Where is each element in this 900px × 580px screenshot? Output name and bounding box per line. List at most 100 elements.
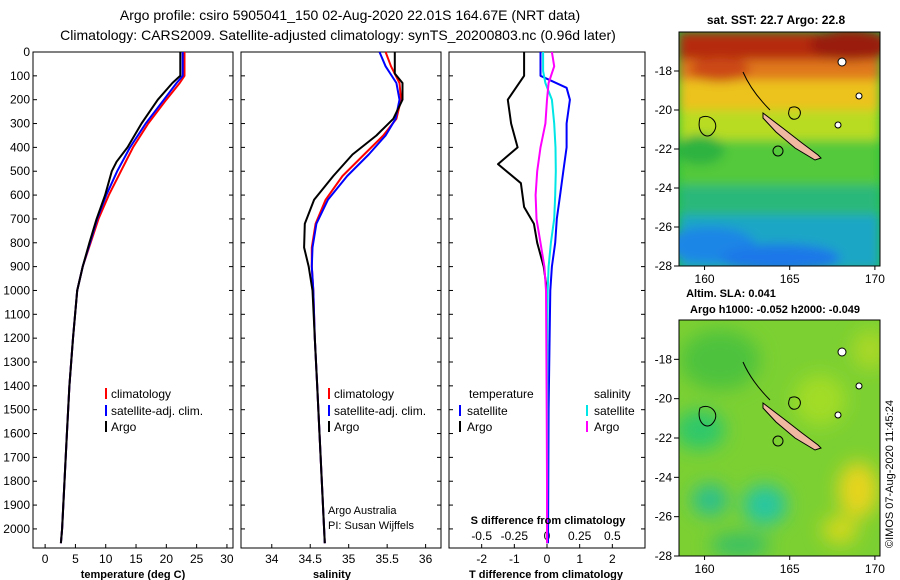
depth-tick-label: 1500 [3,403,30,417]
x-tick-label: 25 [190,552,204,566]
x-tick-label: 10 [99,552,113,566]
x-tick-label: 0 [42,552,49,566]
lat-tick-label: -26 [655,220,673,234]
lon-tick-label: 165 [780,272,800,286]
sst-map [679,32,880,266]
legend-label-climatology: climatology [334,387,394,401]
sst-map-axes: -18 -20 -22 -24 -26 -28 160 165 170 [655,64,886,286]
credit-pi: PI: Susan Wijffels [328,520,414,532]
series-line-argo [59,52,182,544]
salinity-axis-label: salinity [313,569,352,580]
x-tick-label: 34.5 [299,552,323,566]
lon-tick-label: 165 [780,562,800,576]
depth-tick-label: 500 [10,164,30,178]
depth-axis: 0 100 200 300 400 500 600 700 800 900 1000 1100 1200… [3,45,30,536]
credit-argo-australia: Argo Australia [328,505,397,517]
t-difference-axis-label: T difference from climatology [469,569,624,580]
depth-tick-label: 800 [10,236,30,250]
lat-tick-label: -24 [655,470,673,484]
legend-label-satellite: satellite-adj. clim. [334,404,426,418]
temperature-plot-frame [32,51,234,549]
x-tick-label: -1 [509,552,520,566]
depth-tick-label: 1800 [3,474,30,488]
series-line-s-argo [534,51,556,544]
top-tick-label: -0.5 [471,529,492,543]
x-tick-label: 34 [265,552,279,566]
x-tick-label: 35.5 [375,552,399,566]
sst-map-title: sat. SST: 22.7 Argo: 22.8 [707,13,846,27]
series-line-t-satellite [539,52,571,544]
depth-tick-label: 2000 [3,522,30,536]
imos-credit: ©IMOS 07-Aug-2020 11:45:24 [884,400,896,548]
sla-map-axes: -18 -20 -22 -24 -26 -28 160 165 170 [655,352,886,576]
lat-tick-label: -28 [655,259,673,273]
depth-tick-label: 900 [10,260,30,274]
depth-tick-label: 1900 [3,498,30,512]
legend-label-t-satellite: satellite [467,404,508,418]
lat-tick-label: -22 [655,142,673,156]
lon-tick-label: 160 [695,272,715,286]
depth-tick-label: 1300 [3,355,30,369]
series-line-climatology [59,52,186,544]
legend-label-argo: Argo [111,420,137,434]
x-tick-label: -2 [476,552,487,566]
lat-tick-label: -20 [655,103,673,117]
x-tick-label: 15 [129,552,143,566]
legend-header-temperature: temperature [469,387,534,401]
lat-tick-label: -20 [655,392,673,406]
legend-label-t-argo: Argo [467,420,493,434]
x-tick-label: 2 [609,552,616,566]
salinity-plot-frame [240,51,442,549]
lon-tick-label: 170 [865,562,885,576]
x-tick-label: 35 [342,552,356,566]
depth-tick-label: 1200 [3,331,30,345]
depth-tick-label: 1400 [3,379,30,393]
sla-map-title-line-2: Argo h1000: -0.052 h2000: -0.049 [690,304,860,316]
x-tick-label: 20 [160,552,174,566]
legend-label-satellite: satellite-adj. clim. [111,404,203,418]
temperature-axis-label: temperature (deg C) [81,569,186,580]
sla-map [679,320,880,556]
salinity-legend: climatology satellite-adj. clim. Argo Ar… [328,387,426,532]
top-tick-label: -0.25 [501,529,529,543]
depth-tick-label: 600 [10,188,30,202]
depth-tick-label: 1600 [3,427,30,441]
x-tick-label: 30 [220,552,234,566]
lat-tick-label: -18 [655,64,673,78]
depth-tick-label: 200 [10,93,30,107]
depth-tick-label: 400 [10,140,30,154]
sla-map-title-line-1: Altim. SLA: 0.041 [686,288,776,300]
lon-tick-label: 170 [865,272,885,286]
s-difference-axis-label: S difference from climatology [471,515,627,527]
difference-legend: temperature salinity satellite Argo sate… [459,387,635,527]
series-line-t-argo [497,52,548,544]
salinity-chart: 34 34.5 35 35.5 36 [241,51,441,566]
x-tick-label: 1 [576,552,583,566]
depth-tick-label: 0 [23,45,30,59]
x-tick-label: 0 [544,552,551,566]
x-tick-label: 36 [419,552,433,566]
top-tick-label: 0.25 [568,529,592,543]
sla-map-coastline [698,347,863,451]
x-tick-label: 5 [72,552,79,566]
lat-tick-label: -26 [655,510,673,524]
legend-label-climatology: climatology [111,387,171,401]
lat-tick-label: -28 [655,549,673,563]
title-line-2: Climatology: CARS2009. Satellite-adjuste… [60,27,616,43]
legend-label-s-argo: Argo [594,420,620,434]
sst-map-coastline [698,57,863,161]
lon-tick-label: 160 [695,562,715,576]
legend-label-s-satellite: satellite [594,404,635,418]
depth-tick-label: 1700 [3,450,30,464]
depth-tick-label: 1000 [3,283,30,297]
depth-tick-label: 100 [10,69,30,83]
lat-tick-label: -22 [655,431,673,445]
depth-tick-label: 1100 [4,307,30,321]
temperature-chart: 0 5 10 15 20 25 30 [33,51,234,566]
temperature-legend: climatology satellite-adj. clim. Argo [105,387,203,434]
difference-chart: -2 -1 0 1 2-0.5 -0.25 0 0.25 0.5 [449,51,645,566]
depth-tick-label: 700 [10,212,30,226]
lat-tick-label: -18 [655,352,673,366]
series-line-argo [303,52,404,544]
legend-label-argo: Argo [334,420,360,434]
